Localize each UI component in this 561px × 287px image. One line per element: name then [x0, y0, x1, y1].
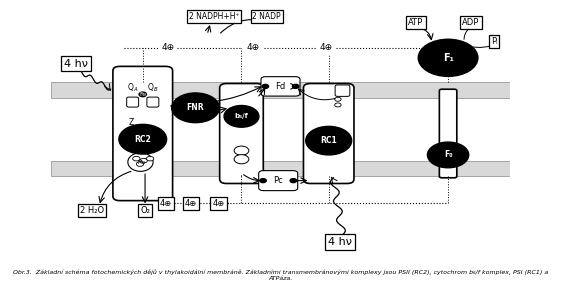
- Bar: [51, 161, 510, 176]
- Circle shape: [146, 156, 154, 161]
- Text: 4⊕: 4⊕: [159, 199, 172, 208]
- FancyBboxPatch shape: [439, 89, 457, 178]
- Text: Pᵢ: Pᵢ: [491, 37, 497, 46]
- Text: 4 hν: 4 hν: [328, 237, 352, 247]
- Circle shape: [292, 84, 299, 88]
- Circle shape: [335, 103, 341, 107]
- Circle shape: [224, 106, 259, 127]
- Circle shape: [419, 39, 478, 76]
- Text: Q$_B$: Q$_B$: [147, 82, 159, 94]
- Circle shape: [139, 92, 146, 97]
- Circle shape: [335, 97, 341, 101]
- Text: FNR: FNR: [187, 103, 204, 112]
- Circle shape: [427, 142, 469, 168]
- Text: ATP: ATP: [408, 18, 424, 27]
- Circle shape: [172, 93, 219, 123]
- Text: F₁: F₁: [443, 53, 453, 63]
- Text: Q$_A$: Q$_A$: [127, 82, 139, 94]
- FancyBboxPatch shape: [335, 85, 350, 96]
- FancyBboxPatch shape: [261, 77, 300, 96]
- Text: 4⊕: 4⊕: [162, 43, 174, 52]
- Circle shape: [234, 155, 249, 164]
- Text: 4⊕: 4⊕: [185, 199, 197, 208]
- Circle shape: [140, 158, 148, 163]
- Circle shape: [262, 84, 269, 88]
- FancyBboxPatch shape: [127, 97, 139, 107]
- Text: 4⊕: 4⊕: [246, 43, 260, 52]
- Text: RC1: RC1: [320, 136, 337, 145]
- Circle shape: [234, 146, 249, 155]
- Circle shape: [290, 179, 297, 183]
- Circle shape: [119, 124, 167, 154]
- Ellipse shape: [128, 153, 153, 171]
- Text: O₂: O₂: [140, 206, 150, 215]
- Text: RC2: RC2: [135, 135, 151, 144]
- FancyBboxPatch shape: [113, 66, 173, 201]
- Text: b₆/f: b₆/f: [234, 113, 249, 119]
- Text: Obr.3.  Základní schéma fotochemických dějů v thylakoidální membráně. Základními: Obr.3. Základní schéma fotochemických dě…: [13, 269, 548, 281]
- Bar: [51, 82, 510, 98]
- Text: F₀: F₀: [444, 150, 452, 159]
- Text: 4⊕: 4⊕: [320, 43, 333, 52]
- FancyBboxPatch shape: [304, 84, 354, 183]
- FancyBboxPatch shape: [147, 97, 159, 107]
- Text: Z: Z: [128, 118, 134, 127]
- Circle shape: [132, 156, 140, 161]
- Text: Pc: Pc: [273, 176, 283, 185]
- FancyBboxPatch shape: [220, 84, 263, 183]
- Text: ADP: ADP: [462, 18, 480, 27]
- Text: Mn: Mn: [137, 160, 145, 164]
- Text: 2 NADP: 2 NADP: [252, 12, 281, 21]
- Circle shape: [306, 126, 352, 155]
- Text: 2 H₂O: 2 H₂O: [80, 206, 104, 215]
- Text: 2 NADPH+H⁺: 2 NADPH+H⁺: [188, 12, 239, 21]
- Text: 4 hν: 4 hν: [64, 59, 88, 69]
- Circle shape: [260, 179, 266, 183]
- Text: Fe: Fe: [139, 92, 146, 97]
- Text: Fd: Fd: [275, 82, 286, 91]
- Circle shape: [136, 162, 144, 166]
- FancyBboxPatch shape: [259, 171, 298, 191]
- Text: 4⊕: 4⊕: [213, 199, 224, 208]
